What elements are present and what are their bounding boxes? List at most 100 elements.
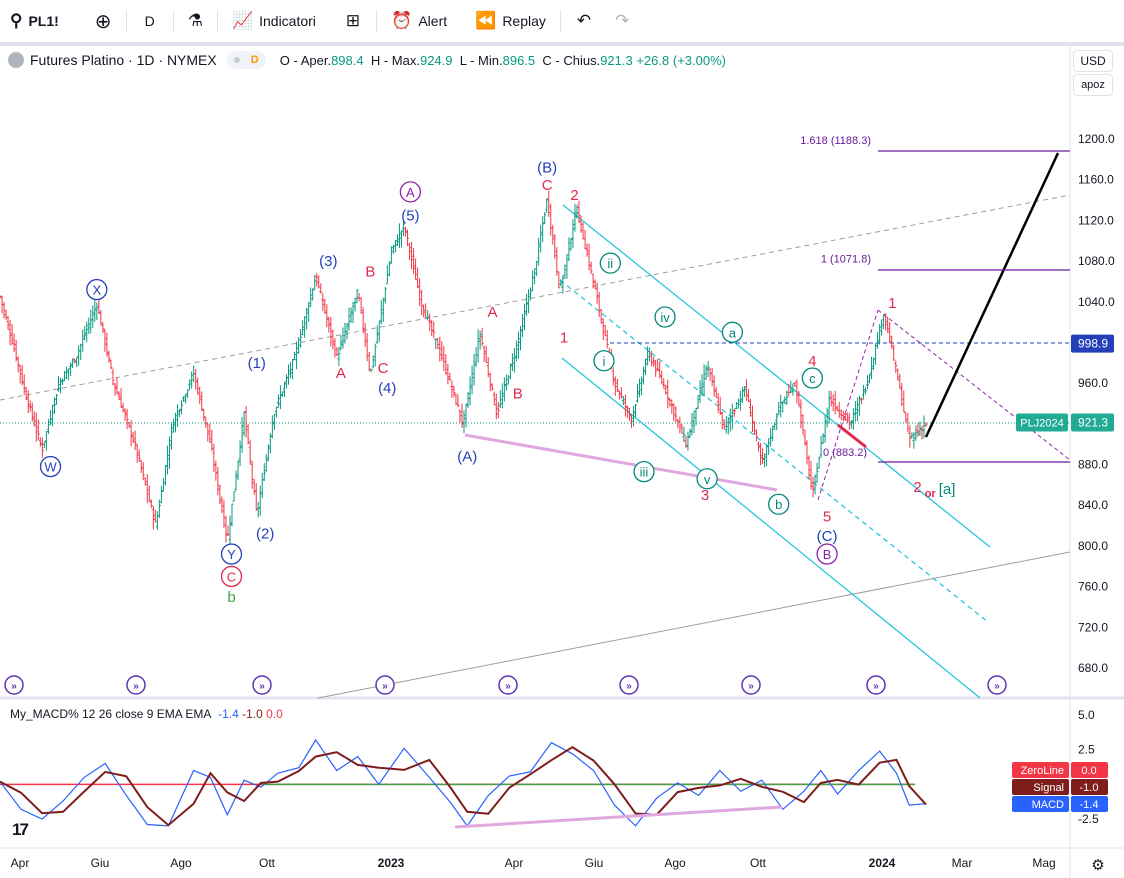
macd-value-2: -1.0 xyxy=(242,707,263,721)
price-tick-label: 1160.0 xyxy=(1078,173,1114,187)
grid-icon: ⊞ xyxy=(345,11,361,30)
delay-badge: D xyxy=(250,54,259,66)
fib-level-label: 0 (883.2) xyxy=(823,447,867,459)
wave-label: b xyxy=(227,589,235,606)
open-value: 898.4 xyxy=(331,52,364,68)
macd-tick-label: 2.5 xyxy=(1078,743,1095,757)
open-label: O - Aper. xyxy=(279,52,332,68)
wave-label: A xyxy=(487,304,497,321)
time-tick-label: Mar xyxy=(952,856,973,870)
event-marker-arrow: » xyxy=(873,681,879,692)
alarm-clock-icon: ⏰ xyxy=(391,11,413,30)
price-tick-label: 960.0 xyxy=(1078,376,1108,390)
symbol-badge-text: PLJ2024 xyxy=(1020,418,1063,430)
purple-dashed-diagonal xyxy=(877,309,1071,461)
wave-label-circle xyxy=(768,493,790,515)
wave-label: C xyxy=(227,569,236,584)
wave-label: B xyxy=(823,547,832,562)
price-tick-label: 680.0 xyxy=(1078,661,1108,675)
wave-label: [a] xyxy=(939,481,956,498)
alert-button[interactable]: ⏰ Alert xyxy=(377,0,461,42)
macd-series-value: -1.4 xyxy=(1080,799,1099,811)
wave-label: 4 xyxy=(808,353,816,370)
axis-badges: 998.9 PLJ2024 921.3 xyxy=(1016,334,1114,432)
macd-series-value-tag xyxy=(1071,796,1108,812)
macd-pane: 5.0 2.5 -2.5 ZeroLine 0.0 Signal -1.0 MACD -1.4 xyxy=(0,708,1108,829)
price-tick-label: 720.0 xyxy=(1078,620,1108,634)
dashed-trendline-upper xyxy=(0,194,1071,401)
wave-label-circle xyxy=(593,350,615,372)
compare-button[interactable]: ⊕ xyxy=(81,0,126,42)
toolbar-divider xyxy=(559,10,561,32)
indicators-button[interactable]: 📈 Indicatori xyxy=(218,0,330,42)
undo-button[interactable]: ↶ xyxy=(561,0,607,42)
time-tick-label: Apr xyxy=(11,856,30,870)
time-tick-label: Apr xyxy=(505,856,524,870)
wave-label-circle xyxy=(721,321,744,343)
rewind-icon: ⏪ xyxy=(475,11,497,30)
price-tick-label: 1200.0 xyxy=(1078,132,1115,146)
symbol-description[interactable]: Futures Platino · 1D · NYMEX xyxy=(30,52,217,68)
event-marker-arrow: » xyxy=(505,681,511,692)
toolbar-divider xyxy=(172,10,174,32)
black-projection-line xyxy=(924,152,1060,438)
symbol-search-button[interactable]: ⚲ PL1! xyxy=(0,0,81,42)
exchange-badge[interactable]: D xyxy=(226,51,266,69)
macd-tick-label: 5.0 xyxy=(1078,708,1095,722)
time-tick-label: 2024 xyxy=(869,856,896,870)
time-tick-label: Ott xyxy=(259,856,276,870)
high-value: 924.9 xyxy=(419,52,453,68)
indicators-label: Indicatori xyxy=(259,13,316,29)
candles-icon: ⚗ xyxy=(187,11,203,30)
macd-series-name: MACD xyxy=(1032,799,1064,811)
wave-label: (A) xyxy=(457,448,477,465)
macd-tick-label: -2.5 xyxy=(1078,812,1099,826)
wave-label: W xyxy=(44,460,57,475)
macd-series-value-tag xyxy=(1071,762,1108,778)
time-axis: Apr Giu Ago Ott 2023 Apr Giu Ago Ott 2024 Mar Mag xyxy=(11,856,1056,870)
drawings xyxy=(0,150,1071,699)
wave-label: A xyxy=(336,365,346,382)
price-tick-label: 880.0 xyxy=(1078,458,1108,472)
plus-circle-icon: ⊕ xyxy=(94,10,112,33)
time-tick-label: Giu xyxy=(585,856,604,870)
event-marker-icon xyxy=(252,675,272,695)
event-marker-arrow: » xyxy=(11,681,17,692)
wave-label: ii xyxy=(607,256,613,271)
wave-label: a xyxy=(729,325,737,340)
wave-label: A xyxy=(406,185,415,200)
wave-label: (5) xyxy=(401,207,419,224)
wave-label: X xyxy=(92,283,101,298)
templates-button[interactable]: ⊞ xyxy=(330,0,376,42)
wave-label: c xyxy=(809,371,816,386)
wave-label-circle xyxy=(696,468,718,490)
symbol-logo-icon xyxy=(8,52,24,68)
time-tick-label: Mag xyxy=(1032,856,1055,870)
wave-label-circle xyxy=(220,543,243,565)
alert-label: Alert xyxy=(418,13,448,29)
macd-title[interactable]: My_MACD% 12 26 close 9 EMA EMA xyxy=(10,707,212,721)
wave-label: i xyxy=(603,354,606,369)
toolbar-divider xyxy=(125,10,127,32)
dot-icon xyxy=(233,57,240,64)
currency-button[interactable]: USD xyxy=(1073,50,1113,72)
price-axis: 1200.01160.01120.01080.01040.0960.0920.0… xyxy=(1078,132,1115,675)
scale-mode-button[interactable]: apoz xyxy=(1073,74,1113,96)
event-marker-icon xyxy=(987,675,1007,695)
top-toolbar: ⚲ PL1! ⊕ D ⚗ 📈 Indicatori ⊞ ⏰ Alert ⏪ Re… xyxy=(0,0,1124,46)
redo-button[interactable]: ↷ xyxy=(607,0,637,42)
indicators-icon: 📈 xyxy=(231,11,254,30)
wave-label: (4) xyxy=(378,380,396,397)
chart-type-button[interactable]: ⚗ xyxy=(174,0,217,42)
price-tick-label: 1120.0 xyxy=(1078,213,1114,227)
settings-gear-icon[interactable]: ⚙ xyxy=(1091,857,1104,874)
purple-dashed-leg xyxy=(817,309,879,501)
event-marker-arrow: » xyxy=(259,681,265,692)
time-tick-label: Giu xyxy=(91,856,110,870)
interval-button[interactable]: D xyxy=(127,0,173,42)
replay-button[interactable]: ⏪ Replay xyxy=(461,0,560,42)
grey-trendline-lower xyxy=(317,551,1071,699)
wave-label: 1 xyxy=(560,329,568,346)
undo-icon: ↶ xyxy=(576,11,592,30)
